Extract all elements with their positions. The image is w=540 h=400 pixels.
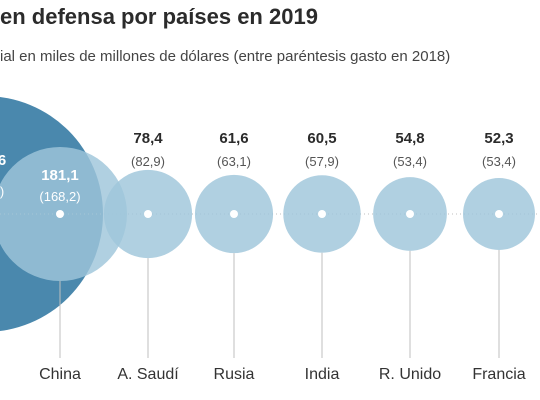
value-label: 61,6 [219, 130, 248, 147]
center-dot [230, 210, 238, 218]
value-label: 52,3 [484, 130, 513, 147]
center-dot [144, 210, 152, 218]
cropped-previous-value-label: ) [0, 184, 4, 199]
center-dot [406, 210, 414, 218]
value-label: 181,1 [41, 167, 79, 184]
center-dot [56, 210, 64, 218]
value-label: 54,8 [395, 130, 424, 147]
chart-title: en defensa por países en 2019 [0, 4, 318, 29]
chart-subtitle: ial en miles de millones de dólares (ent… [0, 48, 451, 65]
previous-value-label: (63,1) [217, 154, 251, 169]
category-label: India [305, 366, 340, 383]
previous-value-label: (53,4) [482, 154, 516, 169]
category-label: Rusia [214, 366, 255, 383]
value-label: 78,4 [133, 130, 163, 147]
cropped-value-label: 6 [0, 152, 6, 169]
category-label: China [39, 366, 81, 383]
category-label: Francia [472, 366, 525, 383]
center-dot [318, 210, 326, 218]
previous-value-label: (168,2) [39, 189, 80, 204]
value-label: 60,5 [307, 130, 336, 147]
category-label: R. Unido [379, 366, 441, 383]
previous-value-label: (53,4) [393, 154, 427, 169]
previous-value-label: (82,9) [131, 154, 165, 169]
previous-value-label: (57,9) [305, 154, 339, 169]
center-dot [495, 210, 503, 218]
category-label: A. Saudí [117, 366, 179, 383]
